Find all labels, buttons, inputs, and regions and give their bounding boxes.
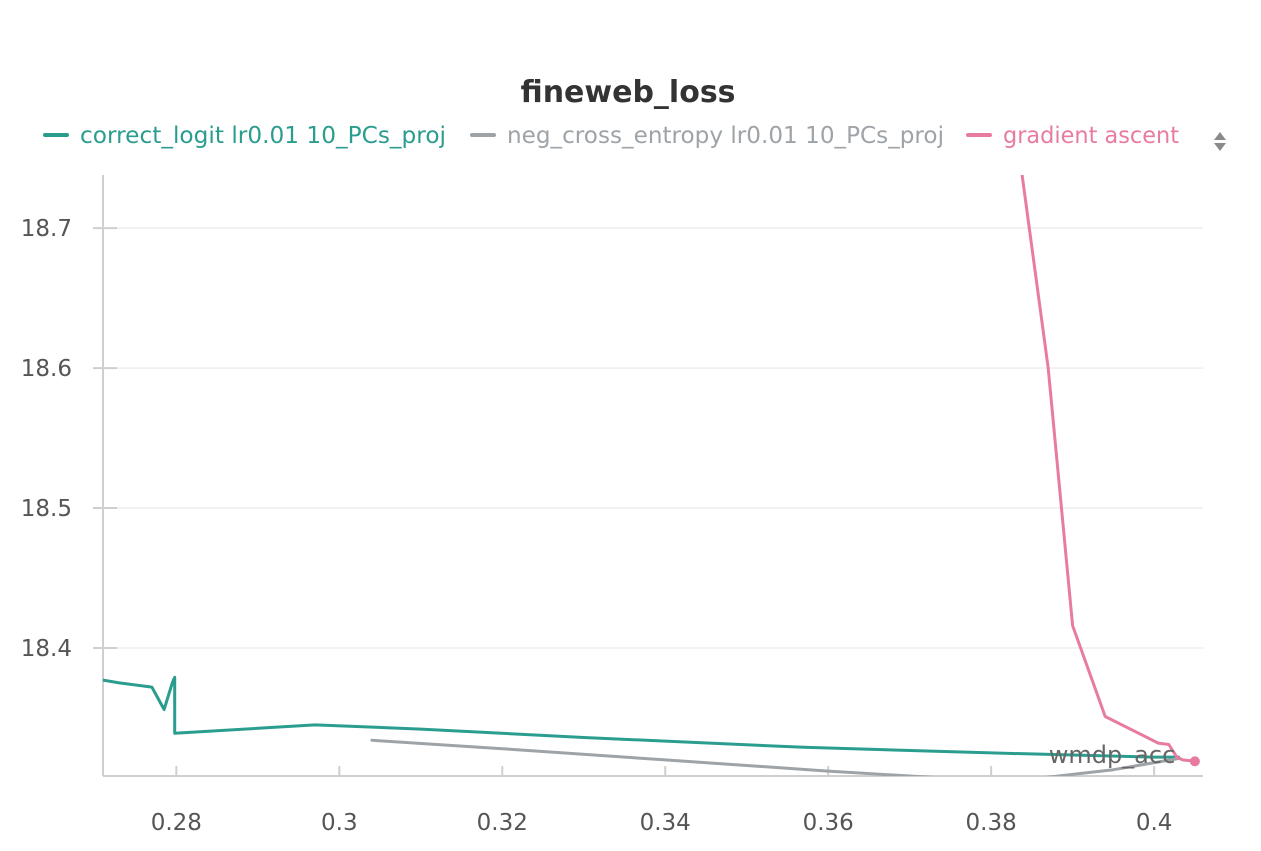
y-tick-label: 18.4 (21, 636, 72, 662)
legend: correct_logit lr0.01 10_PCs_proj neg_cros… (43, 123, 1179, 149)
series-lines (103, 175, 1200, 776)
tick-labels: 18.4 18.5 18.6 18.7 0.28 0.3 0.32 0.34 0.36 0.38 0… (21, 216, 1173, 836)
axes (93, 175, 1203, 777)
x-tick-label: 0.3 (321, 810, 358, 836)
y-tick-label: 18.5 (21, 496, 72, 522)
series-line-2 (370, 738, 1181, 776)
x-tick-label: 0.32 (477, 810, 528, 836)
sort-arrows-icon[interactable] (1214, 132, 1226, 151)
legend-item[interactable]: gradient ascent (966, 123, 1179, 149)
y-tick-label: 18.6 (21, 356, 72, 382)
series-line-3 (1020, 175, 1197, 763)
x-tick-label: 0.34 (640, 810, 691, 836)
x-tick-label: 0.4 (1136, 810, 1173, 836)
chart-title: fineweb_loss (520, 75, 735, 110)
x-tick-label: 0.28 (151, 810, 202, 836)
x-axis-label: wmdp_acc (1049, 741, 1176, 769)
legend-label: gradient ascent (1003, 123, 1179, 149)
legend-label: correct_logit lr0.01 10_PCs_proj (80, 123, 446, 149)
x-tick-label: 0.38 (966, 810, 1017, 836)
legend-item[interactable]: correct_logit lr0.01 10_PCs_proj (43, 123, 446, 149)
grid-lines (117, 227, 1203, 649)
series-line-1 (103, 675, 1181, 759)
y-tick-label: 18.7 (21, 216, 72, 242)
legend-label: neg_cross_entropy lr0.01 10_PCs_proj (507, 123, 944, 149)
x-tick-label: 0.36 (803, 810, 854, 836)
legend-item[interactable]: neg_cross_entropy lr0.01 10_PCs_proj (470, 123, 944, 149)
series-end-marker (1189, 756, 1200, 767)
